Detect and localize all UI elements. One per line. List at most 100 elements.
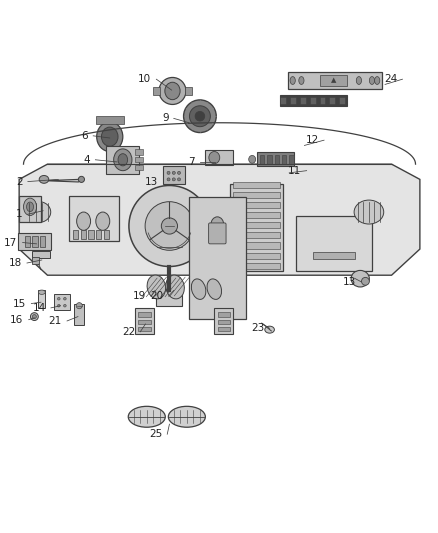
Ellipse shape bbox=[168, 406, 205, 427]
Ellipse shape bbox=[57, 297, 60, 300]
FancyBboxPatch shape bbox=[218, 320, 230, 324]
FancyBboxPatch shape bbox=[290, 96, 296, 104]
FancyBboxPatch shape bbox=[275, 155, 279, 164]
FancyBboxPatch shape bbox=[288, 72, 382, 89]
FancyBboxPatch shape bbox=[156, 289, 183, 306]
Ellipse shape bbox=[290, 77, 295, 84]
Ellipse shape bbox=[167, 178, 170, 181]
Text: 17: 17 bbox=[4, 238, 18, 247]
FancyBboxPatch shape bbox=[96, 230, 102, 239]
Text: 11: 11 bbox=[288, 166, 301, 176]
FancyBboxPatch shape bbox=[214, 308, 233, 334]
FancyBboxPatch shape bbox=[280, 96, 286, 104]
Ellipse shape bbox=[191, 279, 206, 300]
FancyBboxPatch shape bbox=[313, 252, 354, 259]
Text: 20: 20 bbox=[150, 291, 163, 301]
Ellipse shape bbox=[57, 304, 60, 307]
Text: 1: 1 bbox=[16, 209, 23, 219]
Text: 9: 9 bbox=[162, 114, 169, 124]
Text: 21: 21 bbox=[49, 316, 62, 326]
Ellipse shape bbox=[159, 77, 186, 104]
Ellipse shape bbox=[118, 154, 127, 166]
FancyBboxPatch shape bbox=[208, 223, 226, 244]
Ellipse shape bbox=[165, 82, 180, 100]
Ellipse shape bbox=[78, 176, 85, 182]
Ellipse shape bbox=[184, 100, 216, 133]
Ellipse shape bbox=[177, 171, 180, 174]
FancyBboxPatch shape bbox=[320, 96, 325, 104]
Text: 2: 2 bbox=[16, 176, 23, 187]
Ellipse shape bbox=[128, 406, 165, 427]
Text: ▲: ▲ bbox=[331, 77, 336, 84]
Ellipse shape bbox=[27, 202, 34, 212]
Polygon shape bbox=[19, 164, 420, 275]
Ellipse shape bbox=[96, 212, 110, 230]
Ellipse shape bbox=[190, 106, 210, 127]
Ellipse shape bbox=[249, 156, 256, 163]
FancyBboxPatch shape bbox=[233, 253, 280, 259]
FancyBboxPatch shape bbox=[233, 232, 280, 238]
FancyBboxPatch shape bbox=[38, 290, 45, 308]
Text: 24: 24 bbox=[384, 74, 397, 84]
FancyBboxPatch shape bbox=[96, 116, 124, 124]
FancyBboxPatch shape bbox=[296, 216, 372, 271]
Ellipse shape bbox=[166, 275, 184, 299]
FancyBboxPatch shape bbox=[88, 230, 94, 239]
Ellipse shape bbox=[64, 304, 66, 307]
Ellipse shape bbox=[177, 178, 180, 181]
FancyBboxPatch shape bbox=[106, 146, 139, 174]
FancyBboxPatch shape bbox=[289, 155, 293, 164]
FancyBboxPatch shape bbox=[310, 96, 315, 104]
FancyBboxPatch shape bbox=[329, 96, 335, 104]
FancyBboxPatch shape bbox=[233, 222, 280, 228]
Text: 10: 10 bbox=[138, 74, 151, 84]
Ellipse shape bbox=[195, 111, 205, 121]
FancyBboxPatch shape bbox=[339, 96, 345, 104]
Text: 12: 12 bbox=[306, 135, 319, 145]
Text: 14: 14 bbox=[32, 303, 46, 313]
FancyBboxPatch shape bbox=[282, 155, 286, 164]
Circle shape bbox=[145, 201, 194, 251]
FancyBboxPatch shape bbox=[54, 294, 70, 310]
Ellipse shape bbox=[64, 297, 66, 300]
Ellipse shape bbox=[77, 212, 91, 230]
FancyBboxPatch shape bbox=[279, 95, 347, 106]
Ellipse shape bbox=[265, 326, 274, 333]
FancyBboxPatch shape bbox=[135, 149, 143, 155]
FancyBboxPatch shape bbox=[218, 312, 230, 317]
FancyBboxPatch shape bbox=[104, 230, 110, 239]
FancyBboxPatch shape bbox=[74, 304, 85, 325]
FancyBboxPatch shape bbox=[73, 230, 78, 239]
Ellipse shape bbox=[102, 127, 118, 146]
FancyBboxPatch shape bbox=[257, 152, 293, 166]
Ellipse shape bbox=[76, 303, 82, 309]
FancyBboxPatch shape bbox=[32, 236, 38, 247]
FancyBboxPatch shape bbox=[135, 165, 143, 170]
Ellipse shape bbox=[209, 151, 220, 164]
FancyBboxPatch shape bbox=[233, 212, 280, 219]
Ellipse shape bbox=[369, 77, 374, 84]
Ellipse shape bbox=[38, 290, 45, 294]
FancyBboxPatch shape bbox=[205, 150, 233, 165]
Ellipse shape bbox=[147, 275, 166, 299]
Ellipse shape bbox=[172, 171, 175, 174]
FancyBboxPatch shape bbox=[267, 155, 272, 164]
FancyBboxPatch shape bbox=[135, 157, 143, 163]
FancyBboxPatch shape bbox=[69, 196, 119, 241]
FancyBboxPatch shape bbox=[233, 263, 280, 269]
FancyBboxPatch shape bbox=[19, 196, 41, 222]
FancyBboxPatch shape bbox=[135, 308, 154, 334]
Text: 4: 4 bbox=[84, 155, 90, 165]
Text: 22: 22 bbox=[122, 327, 135, 337]
Circle shape bbox=[129, 185, 210, 266]
Text: 6: 6 bbox=[81, 131, 88, 141]
FancyBboxPatch shape bbox=[32, 257, 39, 264]
FancyBboxPatch shape bbox=[300, 96, 306, 104]
FancyBboxPatch shape bbox=[25, 236, 31, 247]
FancyBboxPatch shape bbox=[230, 184, 283, 271]
Ellipse shape bbox=[27, 201, 51, 222]
FancyBboxPatch shape bbox=[32, 251, 49, 258]
FancyBboxPatch shape bbox=[218, 327, 230, 331]
Text: 13: 13 bbox=[145, 177, 158, 188]
FancyBboxPatch shape bbox=[233, 182, 280, 188]
